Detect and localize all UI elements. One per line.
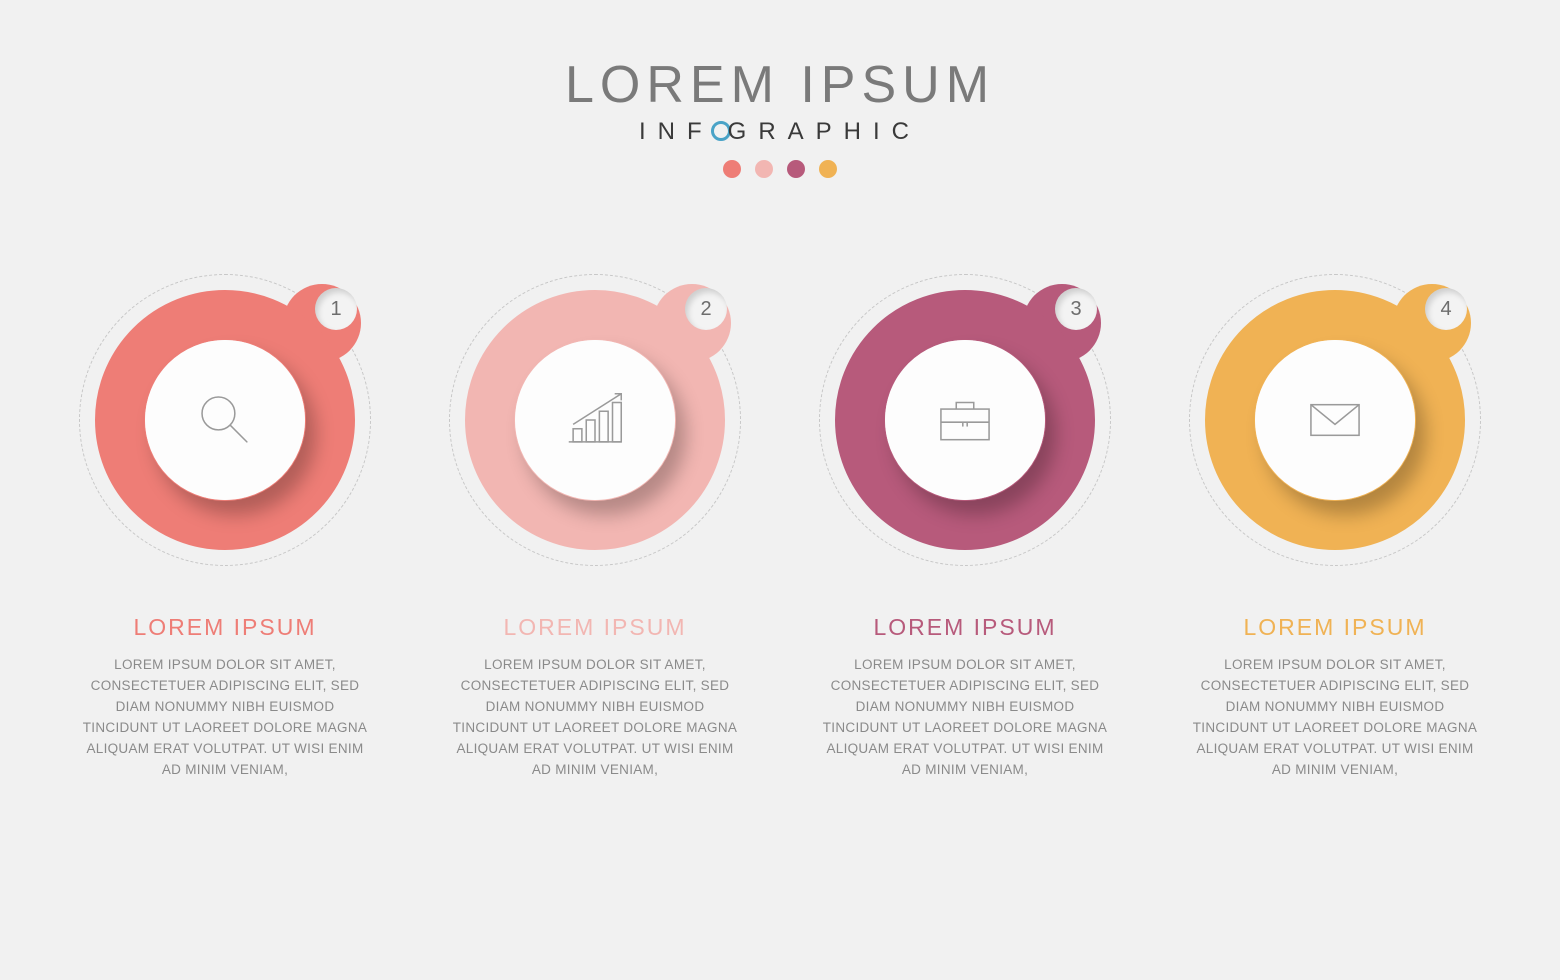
step-2-number: 2 xyxy=(700,298,711,321)
palette-dot-4 xyxy=(819,160,837,178)
step-2: 2 LOREM IPSUM LOREM IPSUM DOLOR SIT AMET… xyxy=(445,290,745,781)
briefcase-icon xyxy=(930,385,1000,455)
step-4-ring: 4 xyxy=(1205,290,1465,550)
step-2-ring: 2 xyxy=(465,290,725,550)
step-3-title: LOREM IPSUM xyxy=(873,614,1056,641)
step-4-number-badge: 4 xyxy=(1425,288,1467,330)
step-3-number: 3 xyxy=(1070,298,1081,321)
step-1-number-badge: 1 xyxy=(315,288,357,330)
step-3-inner-circle xyxy=(885,340,1045,500)
palette-dot-3 xyxy=(787,160,805,178)
step-2-body: LOREM IPSUM DOLOR SIT AMET, CONSECTETUER… xyxy=(445,655,745,781)
subtitle-prefix: INF xyxy=(639,118,714,145)
infographic-canvas: LOREM IPSUM INF GRAPHIC xyxy=(0,0,1560,980)
palette-dot-2 xyxy=(755,160,773,178)
step-4-number: 4 xyxy=(1440,298,1451,321)
steps-row: 1 LOREM IPSUM LOREM IPSUM DOLOR SIT AMET… xyxy=(0,290,1560,781)
envelope-icon xyxy=(1300,385,1370,455)
step-3-ring: 3 xyxy=(835,290,1095,550)
subtitle-suffix: GRAPHIC xyxy=(728,118,921,145)
step-4-title: LOREM IPSUM xyxy=(1243,614,1426,641)
step-1-number: 1 xyxy=(330,298,341,321)
step-1: 1 LOREM IPSUM LOREM IPSUM DOLOR SIT AMET… xyxy=(75,290,375,781)
palette-dots xyxy=(723,160,837,178)
step-1-body: LOREM IPSUM DOLOR SIT AMET, CONSECTETUER… xyxy=(75,655,375,781)
step-3-number-badge: 3 xyxy=(1055,288,1097,330)
search-icon xyxy=(190,385,260,455)
step-4-body: LOREM IPSUM DOLOR SIT AMET, CONSECTETUER… xyxy=(1185,655,1485,781)
step-2-number-badge: 2 xyxy=(685,288,727,330)
palette-dot-1 xyxy=(723,160,741,178)
step-3: 3 LOREM IPSUM LOREM IPSUM DOLOR SIT AMET… xyxy=(815,290,1115,781)
subtitle: INF GRAPHIC xyxy=(639,118,921,146)
step-1-ring: 1 xyxy=(95,290,355,550)
step-3-body: LOREM IPSUM DOLOR SIT AMET, CONSECTETUER… xyxy=(815,655,1115,781)
step-1-title: LOREM IPSUM xyxy=(133,614,316,641)
bar-chart-icon xyxy=(560,385,630,455)
step-2-inner-circle xyxy=(515,340,675,500)
step-4: 4 LOREM IPSUM LOREM IPSUM DOLOR SIT AMET… xyxy=(1185,290,1485,781)
step-2-title: LOREM IPSUM xyxy=(503,614,686,641)
main-title: LOREM IPSUM xyxy=(565,55,995,115)
step-1-inner-circle xyxy=(145,340,305,500)
step-4-inner-circle xyxy=(1255,340,1415,500)
